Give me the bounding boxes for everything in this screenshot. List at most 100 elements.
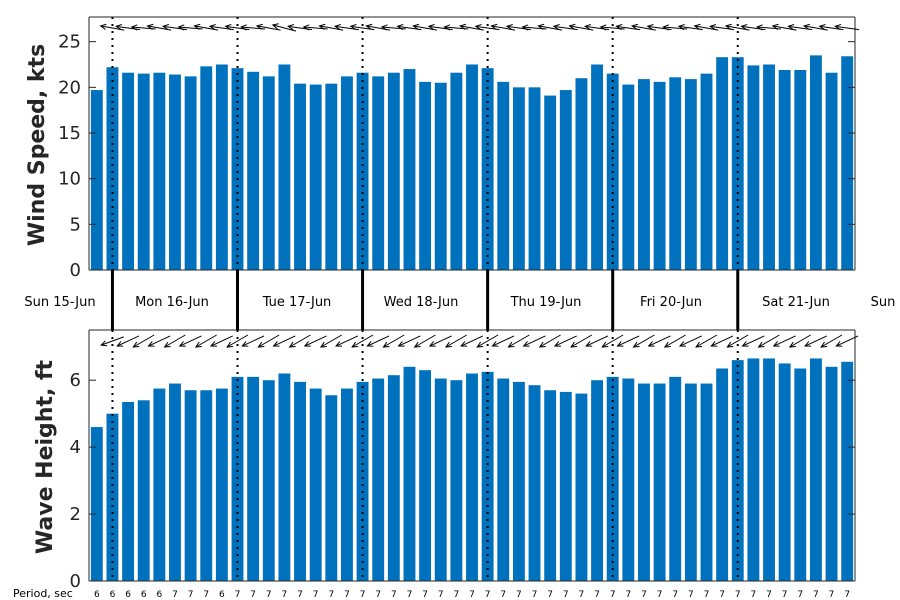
wind-bar bbox=[387, 72, 400, 270]
wave-arrow-head bbox=[303, 341, 311, 347]
wave-arrow-shaft bbox=[492, 335, 515, 347]
wave-bar bbox=[794, 368, 807, 581]
wave-arrow-shaft bbox=[429, 335, 452, 347]
wave-arrow-head bbox=[476, 341, 484, 348]
day-label-strip: Sun 15-Jun Mon 16-Jun Tue 17-Jun Wed 18-Jun… bbox=[24, 270, 895, 330]
wind-arrow-head bbox=[208, 24, 216, 31]
period-value: 7 bbox=[516, 590, 522, 600]
wind-arrow-head bbox=[818, 24, 826, 31]
wave-arrow-shaft bbox=[836, 335, 859, 347]
wave-bar bbox=[122, 401, 135, 581]
wind-direction-arrow bbox=[271, 23, 297, 32]
period-value: 7 bbox=[282, 590, 288, 600]
wave-bar bbox=[325, 395, 338, 581]
wind-bar bbox=[247, 71, 260, 270]
wave-direction-arrow bbox=[444, 334, 468, 348]
wave-arrow-shaft bbox=[335, 335, 359, 347]
day-label: Sat 21-Jun bbox=[762, 295, 830, 310]
wave-direction-arrow bbox=[257, 334, 280, 348]
period-value: 7 bbox=[813, 590, 819, 600]
wave-height-panel: 0 2 4 6 bbox=[70, 329, 859, 592]
wave-bar bbox=[763, 358, 775, 581]
period-value: 7 bbox=[735, 590, 741, 600]
wave-direction-arrow bbox=[757, 334, 780, 348]
period-value: 6 bbox=[219, 590, 225, 600]
wave-arrow-head bbox=[444, 341, 452, 348]
wave-arrow-head bbox=[351, 341, 359, 348]
wave-arrow-head bbox=[319, 341, 327, 348]
wind-bar bbox=[215, 64, 228, 270]
wind-bar bbox=[809, 55, 822, 271]
wind-arrow-head bbox=[615, 24, 623, 31]
wind-arrow-head bbox=[255, 23, 263, 30]
wave-arrow-shaft bbox=[414, 334, 436, 348]
wave-bar bbox=[247, 376, 260, 581]
wave-arrow-head bbox=[678, 341, 686, 347]
period-value: 7 bbox=[594, 590, 600, 600]
wave-bar bbox=[106, 413, 119, 581]
wave-arrow-shaft bbox=[258, 334, 280, 348]
wave-bar bbox=[809, 358, 822, 581]
period-value: 7 bbox=[422, 590, 428, 600]
wave-arrow-head bbox=[241, 341, 249, 347]
wave-arrow-shaft bbox=[679, 335, 702, 347]
wind-bar bbox=[294, 83, 306, 271]
wind-arrow-head bbox=[490, 23, 498, 30]
period-value: 7 bbox=[672, 590, 678, 600]
wave-direction-arrow bbox=[538, 334, 561, 348]
wind-arrow-head bbox=[646, 24, 654, 31]
wave-bar bbox=[700, 383, 713, 581]
wind-arrow-head bbox=[662, 24, 670, 31]
wave-arrow-shaft bbox=[367, 335, 390, 347]
period-value: 7 bbox=[688, 590, 694, 600]
period-value: 7 bbox=[469, 590, 475, 600]
wind-bar bbox=[169, 74, 181, 270]
wind-bar bbox=[778, 69, 791, 270]
wave-arrow-head bbox=[757, 341, 765, 348]
wind-y-tick-label: 20 bbox=[58, 77, 81, 98]
wind-arrow-head bbox=[271, 23, 279, 30]
period-value: 7 bbox=[610, 590, 616, 600]
wave-bar bbox=[716, 368, 729, 581]
wind-bar bbox=[106, 67, 119, 271]
wave-direction-arrow bbox=[476, 334, 499, 348]
wind-arrow-head bbox=[474, 24, 482, 31]
wave-direction-arrow bbox=[507, 334, 530, 348]
wind-arrow-head bbox=[318, 23, 326, 30]
day-label: Wed 18-Jun bbox=[384, 295, 459, 310]
period-value: 7 bbox=[297, 590, 303, 600]
wave-arrow-shaft bbox=[195, 334, 217, 348]
period-value: 7 bbox=[328, 590, 334, 600]
wave-arrow-shaft bbox=[351, 334, 374, 348]
wave-arrow-head bbox=[820, 341, 828, 348]
wave-bar bbox=[591, 380, 604, 581]
wave-direction-arrow bbox=[804, 335, 828, 347]
wind-arrow-head bbox=[412, 23, 420, 30]
wind-arrow-head bbox=[631, 23, 639, 30]
wave-direction-arrow bbox=[647, 335, 671, 347]
wave-arrow-shaft bbox=[179, 335, 202, 347]
wind-y-tick-label: 0 bbox=[70, 260, 81, 281]
wind-arrow-head bbox=[177, 24, 185, 31]
wind-arrow-head bbox=[443, 24, 451, 31]
wave-bar bbox=[419, 370, 432, 581]
wave-arrow-head bbox=[226, 341, 234, 348]
wave-direction-arrow bbox=[147, 335, 171, 347]
wave-bar bbox=[403, 366, 416, 581]
day-label: Thu 19-Jun bbox=[510, 295, 582, 310]
period-value: 7 bbox=[579, 590, 585, 600]
wave-bar bbox=[544, 390, 557, 581]
wave-y-axis-label: Wave Height, ft bbox=[33, 359, 58, 554]
wave-direction-arrow bbox=[553, 335, 577, 347]
wave-arrow-shaft bbox=[695, 334, 718, 348]
wave-arrow-head bbox=[695, 341, 703, 348]
wind-arrow-head bbox=[568, 23, 576, 30]
wind-bar bbox=[340, 76, 353, 271]
wave-arrow-shaft bbox=[116, 335, 140, 347]
period-value: 7 bbox=[485, 590, 491, 600]
wind-bar bbox=[481, 68, 494, 271]
wave-arrow-shaft bbox=[602, 334, 624, 348]
wind-bar bbox=[434, 82, 447, 270]
wave-arrow-head bbox=[835, 341, 843, 347]
wave-arrow-head bbox=[428, 341, 436, 347]
